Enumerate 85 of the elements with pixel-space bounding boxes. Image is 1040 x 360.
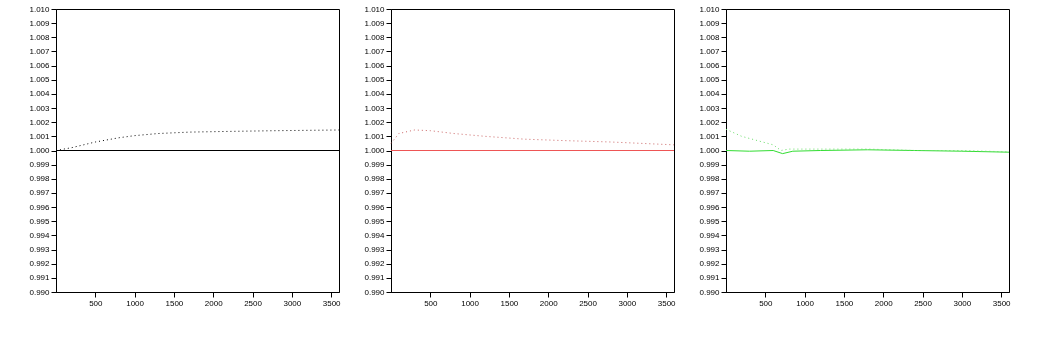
y-tick-label: 0.991 (364, 273, 386, 283)
y-tick-label: 0.995 (699, 216, 721, 226)
y-tick-label: 1.010 (364, 4, 386, 14)
y-tick-label: 1.006 (364, 61, 386, 71)
x-tick-label: 2000 (204, 298, 224, 308)
y-tick-label: 1.010 (699, 4, 721, 14)
y-tick-label: 1.009 (29, 18, 51, 28)
y-tick-label: 1.001 (699, 131, 721, 141)
y-tick-label: 0.994 (364, 230, 386, 240)
y-tick-label: 0.999 (699, 160, 721, 170)
y-tick-label: 0.992 (29, 259, 51, 269)
y-tick-label: 0.994 (29, 230, 51, 240)
y-tick-label: 1.001 (29, 131, 51, 141)
y-tick-label: 0.994 (699, 230, 721, 240)
y-tick-label: 1.003 (29, 103, 51, 113)
y-tick-label: 1.007 (364, 46, 386, 56)
y-tick-label: 1.000 (29, 146, 51, 155)
y-tick-label: 1.009 (699, 18, 721, 28)
y-tick-label: 0.992 (699, 259, 721, 269)
y-tick-label: 1.005 (29, 75, 51, 85)
y-tick-label: 1.007 (699, 46, 721, 56)
y-tick-label: 1.001 (364, 131, 386, 141)
y-tick-label: 0.999 (364, 160, 386, 170)
y-tick-label: 0.999 (29, 160, 51, 170)
y-tick-label: 0.992 (364, 259, 386, 269)
y-tick-label: 1.002 (29, 117, 51, 127)
x-tick-label: 3000 (618, 298, 637, 308)
y-tick-label: 0.997 (29, 188, 51, 198)
line-series (390, 129, 675, 146)
y-tick-label: 1.004 (699, 89, 721, 99)
x-tick-label: 3500 (322, 298, 342, 308)
x-tick-label: 3000 (953, 298, 972, 308)
x-tick-label: 3500 (992, 298, 1012, 308)
y-tick-label: 0.990 (29, 287, 51, 297)
y-tick-label: 0.998 (29, 174, 51, 184)
x-tick-label: 3000 (283, 298, 302, 308)
y-tick-label: 1.006 (699, 61, 721, 71)
x-tick-label: 1000 (126, 298, 145, 308)
y-tick-label: 0.993 (364, 245, 386, 255)
y-tick-label: 1.007 (29, 46, 51, 56)
y-tick-label: 0.996 (364, 202, 386, 212)
y-tick-label: 1.000 (364, 146, 386, 155)
y-tick-label: 0.996 (699, 202, 721, 212)
y-tick-label: 0.997 (364, 188, 386, 198)
y-tick-label: 0.998 (364, 174, 386, 184)
y-tick-label: 0.995 (29, 216, 51, 226)
y-tick-label: 1.002 (364, 117, 386, 127)
x-tick-label: 2000 (539, 298, 559, 308)
y-tick-label: 1.009 (364, 18, 386, 28)
x-tick-label: 1000 (461, 298, 480, 308)
y-tick-label: 0.995 (364, 216, 386, 226)
y-tick-label: 1.006 (29, 61, 51, 71)
x-tick-label: 1500 (500, 298, 519, 308)
y-tick-label: 0.991 (699, 273, 721, 283)
y-tick-label: 1.003 (699, 103, 721, 113)
y-tick-label: 0.990 (699, 287, 721, 297)
x-tick-label: 2000 (874, 298, 894, 308)
y-tick-label: 0.990 (364, 287, 386, 297)
x-tick-label: 1000 (796, 298, 815, 308)
y-tick-label: 1.002 (699, 117, 721, 127)
y-tick-label: 0.991 (29, 273, 51, 283)
x-tick-label: 500 (759, 298, 774, 308)
x-tick-label: 500 (89, 298, 104, 308)
x-tick-label: 2500 (579, 298, 598, 308)
y-tick-label: 1.008 (699, 32, 721, 42)
y-tick-label: 1.005 (699, 75, 721, 85)
x-tick-label: 1500 (835, 298, 854, 308)
y-tick-label: 1.004 (29, 89, 51, 99)
y-tick-label: 0.997 (699, 188, 721, 198)
y-tick-label: 1.008 (364, 32, 386, 42)
x-tick-label: 2500 (244, 298, 263, 308)
y-tick-label: 0.998 (699, 174, 721, 184)
y-tick-label: 1.005 (364, 75, 386, 85)
y-tick-label: 1.010 (29, 4, 51, 14)
y-tick-label: 1.003 (364, 103, 386, 113)
y-tick-label: 0.993 (699, 245, 721, 255)
y-tick-label: 0.996 (29, 202, 51, 212)
x-tick-label: 500 (424, 298, 439, 308)
x-tick-label: 3500 (657, 298, 677, 308)
y-tick-label: 1.000 (699, 146, 721, 155)
x-tick-label: 1500 (165, 298, 184, 308)
y-tick-label: 1.004 (364, 89, 386, 99)
x-tick-label: 2500 (914, 298, 933, 308)
y-tick-label: 1.008 (29, 32, 51, 42)
y-tick-label: 0.993 (29, 245, 51, 255)
